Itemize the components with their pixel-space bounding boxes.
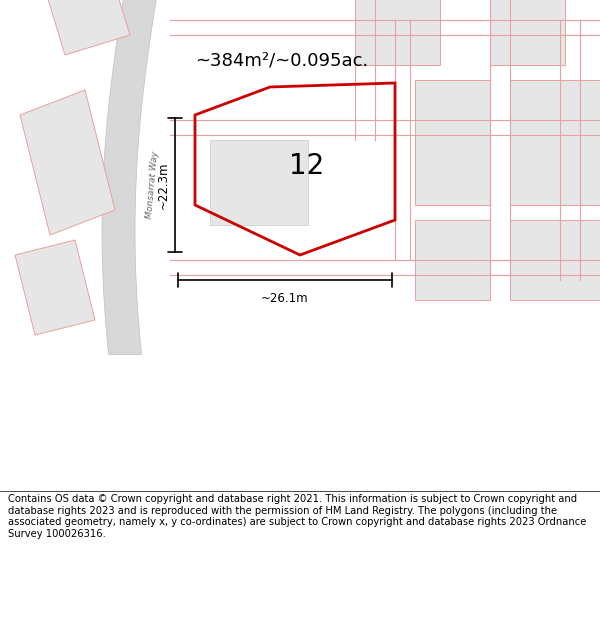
Polygon shape [15,240,95,335]
Bar [510,80,600,205]
Bar [415,220,490,300]
Bar [490,0,565,65]
Text: 12: 12 [289,152,324,180]
Text: 12, MONSARRAT WAY, LOUGHBOROUGH, LE11 5YS: 12, MONSARRAT WAY, LOUGHBOROUGH, LE11 5Y… [94,16,506,31]
Bar [355,0,440,65]
Text: Contains OS data © Crown copyright and database right 2021. This information is : Contains OS data © Crown copyright and d… [8,494,586,539]
Text: ~26.1m: ~26.1m [261,291,309,304]
Bar [510,220,600,300]
Text: ~384m²/~0.095ac.: ~384m²/~0.095ac. [195,51,368,69]
Polygon shape [102,0,170,355]
Polygon shape [30,0,130,55]
Bar [210,140,308,225]
Text: Monsarrat Way: Monsarrat Way [145,151,160,219]
Text: Map shows position and indicative extent of the property.: Map shows position and indicative extent… [130,39,470,52]
Text: ~22.3m: ~22.3m [157,161,170,209]
Bar [415,80,490,205]
Polygon shape [20,90,115,235]
